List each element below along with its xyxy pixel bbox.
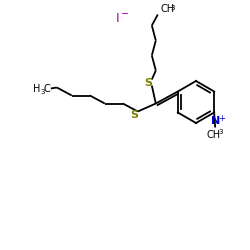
Text: 3: 3 [40,88,45,94]
Text: 3: 3 [171,4,175,10]
Text: S: S [144,78,152,88]
Text: N: N [210,116,220,126]
Text: −: − [121,9,129,19]
Text: H: H [33,84,40,94]
Text: S: S [130,110,138,120]
Text: +: + [218,114,224,123]
Text: I: I [116,12,120,24]
Text: 3: 3 [218,130,222,136]
Text: CH: CH [206,130,220,140]
Text: C: C [44,84,50,94]
Text: CH: CH [161,4,175,15]
